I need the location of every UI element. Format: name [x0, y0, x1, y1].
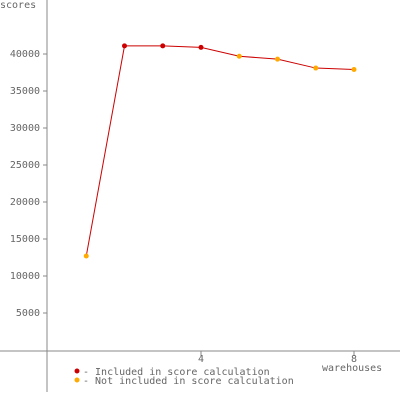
point	[122, 43, 127, 49]
line	[85, 45, 355, 257]
y-tick-label: 25000	[10, 160, 40, 171]
legend-marker	[74, 368, 80, 374]
point	[160, 43, 166, 49]
point	[351, 67, 357, 73]
x-axis-label: warehouses	[322, 363, 382, 374]
y-tick-label: 15000	[10, 234, 40, 245]
y-axis-label: scores	[0, 0, 36, 11]
y-tick-label: 30000	[10, 123, 40, 134]
point	[275, 56, 280, 62]
point	[236, 53, 242, 59]
point	[198, 44, 204, 50]
legend-label: - Not included in score calculation	[83, 376, 294, 387]
point	[83, 253, 89, 259]
y-tick-label: 35000	[10, 86, 40, 97]
y-tick-label: 20000	[10, 197, 40, 208]
y-tick-label: 10000	[10, 271, 40, 282]
legend-label: - Included in score calculation	[83, 367, 270, 378]
y-tick-label: 40000	[10, 49, 40, 60]
x-tick-label: 4	[198, 354, 204, 365]
y-tick-label: 5000	[16, 308, 40, 319]
x-tick-label: 8	[351, 354, 357, 365]
point	[313, 65, 319, 71]
legend-marker	[74, 377, 80, 383]
